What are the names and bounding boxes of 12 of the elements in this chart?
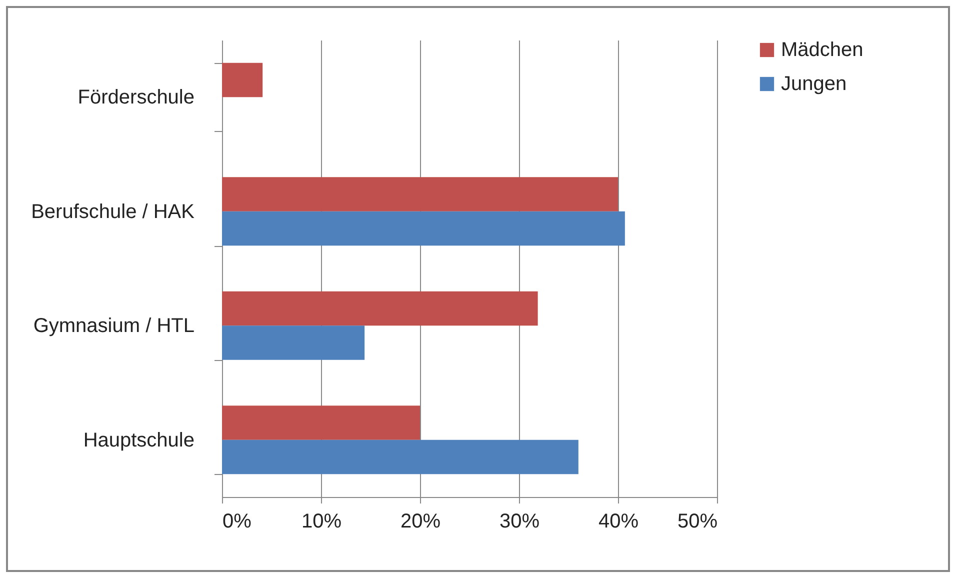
- y-tick-label: Förderschule: [78, 86, 194, 109]
- x-tick-label: 30%: [499, 510, 540, 532]
- y-tick-label: Gymnasium / HTL: [33, 315, 194, 338]
- x-tick-label: 0%: [222, 510, 252, 532]
- x-tick-label: 20%: [400, 510, 441, 532]
- x-tick-label: 40%: [598, 510, 639, 532]
- legend-label: Jungen: [781, 73, 847, 95]
- x-tick-label: 10%: [301, 510, 342, 532]
- x-tick-label: 50%: [677, 510, 718, 532]
- legend-label: Mädchen: [781, 39, 864, 61]
- y-tick-label: Berufschule / HAK: [31, 200, 196, 223]
- y-tick-label: Hauptschule: [83, 429, 194, 452]
